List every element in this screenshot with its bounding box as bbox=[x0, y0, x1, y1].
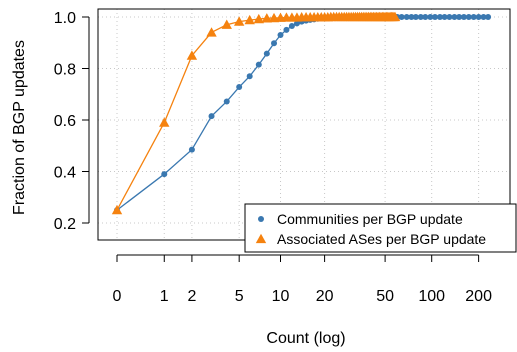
x-tick-label: 10 bbox=[272, 288, 290, 305]
data-point bbox=[208, 113, 215, 120]
x-tick-label: 100 bbox=[418, 288, 445, 305]
x-tick-label: 0 bbox=[113, 288, 122, 305]
data-point bbox=[159, 117, 170, 127]
data-point bbox=[456, 14, 463, 20]
legend-label: Communities per BGP update bbox=[277, 211, 463, 227]
data-point bbox=[255, 233, 267, 244]
series-communities bbox=[114, 14, 492, 214]
y-tick-label: 0.4 bbox=[54, 165, 76, 182]
data-point bbox=[233, 16, 245, 26]
x-axis: 0 1 2 5 10 20 50 100 200 bbox=[113, 254, 492, 305]
data-point bbox=[236, 84, 243, 91]
x-tick-label: 5 bbox=[235, 288, 244, 305]
x-tick-label: 50 bbox=[376, 288, 394, 305]
series-line bbox=[116, 16, 489, 211]
data-point bbox=[431, 14, 438, 20]
data-point bbox=[223, 98, 230, 105]
series-associated-ases bbox=[111, 11, 401, 215]
x-axis-label: Count (log) bbox=[266, 330, 345, 347]
data-point bbox=[417, 14, 424, 20]
data-point bbox=[263, 50, 270, 57]
data-point bbox=[206, 27, 217, 37]
data-point bbox=[398, 14, 405, 20]
x-tick-label: 200 bbox=[465, 288, 492, 305]
data-point bbox=[389, 11, 401, 22]
x-tick-label: 20 bbox=[316, 288, 334, 305]
data-point bbox=[258, 216, 264, 222]
data-point bbox=[422, 14, 429, 20]
data-point bbox=[271, 40, 278, 47]
data-point bbox=[475, 14, 482, 20]
data-point bbox=[441, 14, 448, 20]
data-point bbox=[427, 14, 434, 20]
data-point bbox=[244, 14, 255, 25]
legend-box bbox=[244, 203, 517, 253]
data-point bbox=[277, 32, 284, 39]
data-point bbox=[253, 13, 264, 24]
data-point bbox=[470, 14, 477, 20]
data-point bbox=[403, 14, 410, 20]
data-point bbox=[436, 14, 443, 20]
data-point bbox=[485, 14, 492, 20]
data-point bbox=[412, 14, 419, 20]
x-tick-label: 1 bbox=[160, 288, 169, 305]
data-point bbox=[221, 19, 232, 29]
data-point bbox=[111, 204, 123, 215]
y-tick-label: 0.2 bbox=[54, 216, 76, 233]
data-point bbox=[465, 14, 472, 20]
series-line bbox=[116, 16, 396, 211]
data-point bbox=[161, 171, 168, 178]
data-point bbox=[186, 50, 198, 60]
y-axis: 0.2 0.4 0.6 0.8 1.0 bbox=[54, 10, 90, 233]
data-point bbox=[446, 14, 453, 20]
y-tick-label: 0.8 bbox=[54, 62, 76, 79]
legend-label: Associated ASes per BGP update bbox=[277, 231, 486, 247]
data-point bbox=[293, 20, 300, 27]
x-tick-label: 2 bbox=[187, 288, 196, 305]
data-point bbox=[408, 14, 415, 20]
data-point bbox=[255, 61, 262, 68]
y-tick-label: 0.6 bbox=[54, 113, 76, 130]
data-point bbox=[261, 13, 273, 23]
series-layer bbox=[111, 11, 492, 215]
data-point bbox=[246, 73, 253, 80]
data-point bbox=[283, 26, 290, 33]
data-point bbox=[188, 146, 195, 153]
data-point bbox=[288, 23, 295, 30]
y-axis-label: Fraction of BGP updates bbox=[11, 40, 28, 215]
legend: Communities per BGP update Associated ASe… bbox=[244, 203, 517, 253]
data-point bbox=[451, 14, 458, 20]
data-point bbox=[480, 14, 487, 20]
data-point bbox=[460, 14, 467, 20]
y-tick-label: 1.0 bbox=[54, 10, 76, 27]
